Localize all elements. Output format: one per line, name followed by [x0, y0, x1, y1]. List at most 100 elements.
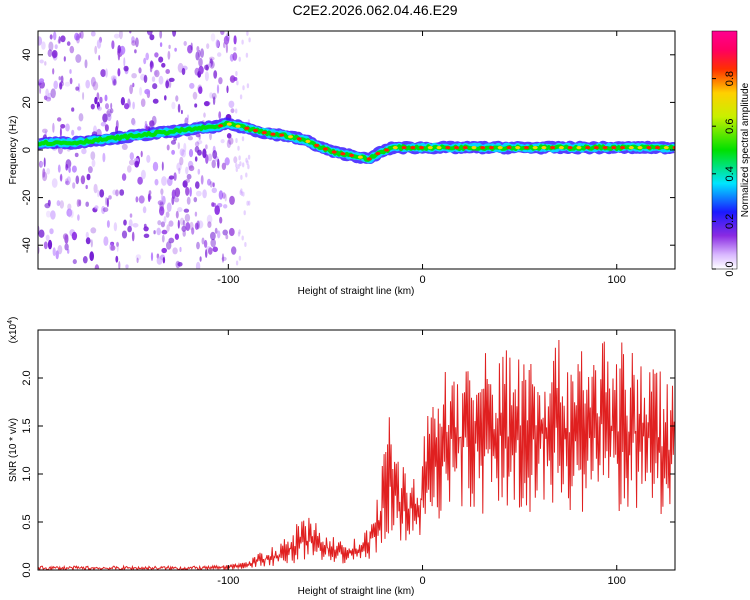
noise-blob — [229, 75, 236, 83]
noise-blob — [225, 43, 228, 54]
noise-blob — [198, 57, 203, 67]
top-y-axis-label: Frequency (Hz) — [8, 116, 19, 185]
noise-blob — [219, 216, 223, 224]
noise-blob — [132, 223, 139, 228]
noise-blob — [129, 152, 134, 161]
noise-blob — [105, 197, 108, 206]
noise-blob — [188, 165, 195, 172]
noise-blob — [71, 231, 78, 241]
ridge-peak — [454, 146, 459, 150]
noise-blob — [205, 144, 208, 150]
noise-blob — [149, 34, 155, 41]
noise-blob — [185, 222, 191, 231]
noise-blob — [143, 74, 148, 83]
noise-blob — [222, 253, 224, 263]
noise-blob — [235, 167, 238, 172]
ridge-peak — [462, 146, 468, 150]
noise-blob — [105, 103, 109, 110]
noise-blob — [71, 107, 75, 112]
noise-blob — [182, 230, 186, 237]
noise-blob — [60, 75, 64, 84]
noise-blob — [78, 113, 84, 122]
noise-blob — [72, 182, 76, 189]
noise-blob — [68, 208, 71, 218]
noise-blob — [205, 249, 208, 258]
ridge-peak — [235, 124, 241, 128]
noise-blob — [151, 76, 156, 82]
noise-blob — [238, 155, 241, 161]
noise-blob — [125, 264, 129, 269]
noise-blob — [46, 210, 51, 218]
noise-blob — [211, 159, 216, 169]
noise-blob — [187, 136, 193, 141]
noise-blob — [43, 241, 48, 250]
noise-blob — [233, 46, 237, 51]
noise-blob — [179, 246, 182, 253]
noise-blob — [184, 117, 189, 125]
colorbar-tick-label: 0.4 — [724, 166, 736, 181]
noise-blob — [39, 81, 45, 89]
noise-blob — [90, 76, 96, 87]
noise-blob — [168, 44, 171, 50]
noise-blob — [124, 103, 130, 110]
noise-blob — [146, 154, 151, 163]
noise-blob — [47, 239, 53, 250]
noise-blob — [53, 31, 57, 41]
noise-blob — [241, 136, 245, 142]
noise-blob — [71, 165, 77, 173]
noise-blob — [152, 98, 159, 104]
noise-blob — [75, 86, 80, 91]
noise-blob — [154, 178, 159, 186]
noise-blob — [117, 68, 121, 77]
ridge-peak — [401, 146, 407, 150]
noise-blob — [198, 86, 203, 94]
noise-blob — [85, 201, 89, 207]
ridge-peak — [445, 146, 451, 150]
noise-blob — [103, 236, 109, 247]
bottom-x-tick-label: 0 — [419, 575, 425, 587]
noise-blob — [203, 112, 206, 118]
ridge-peak — [322, 147, 328, 151]
ridge-peak — [497, 146, 503, 150]
noise-blob — [214, 205, 220, 216]
noise-blob — [110, 241, 115, 246]
noise-blob — [44, 61, 47, 66]
noise-blob — [43, 157, 46, 168]
noise-blob — [161, 161, 164, 171]
ridge-peak — [436, 146, 442, 150]
noise-blob — [135, 254, 142, 260]
ridge-peak — [226, 122, 232, 126]
noise-blob — [201, 237, 205, 245]
noise-blob — [118, 261, 121, 269]
noise-blob — [132, 101, 135, 110]
ridge-peak — [506, 146, 512, 150]
ridge-peak — [427, 146, 433, 150]
noise-blob — [188, 149, 194, 158]
noise-blob — [147, 193, 151, 203]
noise-blob — [186, 173, 192, 180]
noise-blob — [195, 261, 201, 269]
noise-blob — [182, 219, 186, 227]
noise-blob — [128, 159, 135, 166]
top-x-axis: -100 0 100 — [217, 31, 626, 286]
noise-blob — [161, 176, 167, 186]
noise-blob — [66, 41, 71, 46]
noise-blob — [47, 49, 53, 57]
bottom-y-tick-label: 1.0 — [21, 466, 33, 481]
ridge-peak — [392, 146, 398, 150]
noise-blob — [57, 38, 61, 44]
ridge-peak — [419, 146, 425, 150]
noise-blob — [115, 255, 119, 263]
noise-blob — [119, 189, 125, 196]
noise-blob — [233, 156, 238, 164]
noise-blob — [59, 82, 63, 90]
ridge-peak — [515, 146, 521, 150]
noise-blob — [202, 189, 207, 199]
noise-blob — [238, 255, 242, 261]
noise-blob — [212, 246, 218, 253]
noise-blob — [40, 161, 44, 167]
noise-blob — [239, 190, 242, 195]
noise-blob — [246, 83, 250, 89]
noise-blob — [153, 230, 156, 235]
noise-blob — [208, 63, 212, 68]
